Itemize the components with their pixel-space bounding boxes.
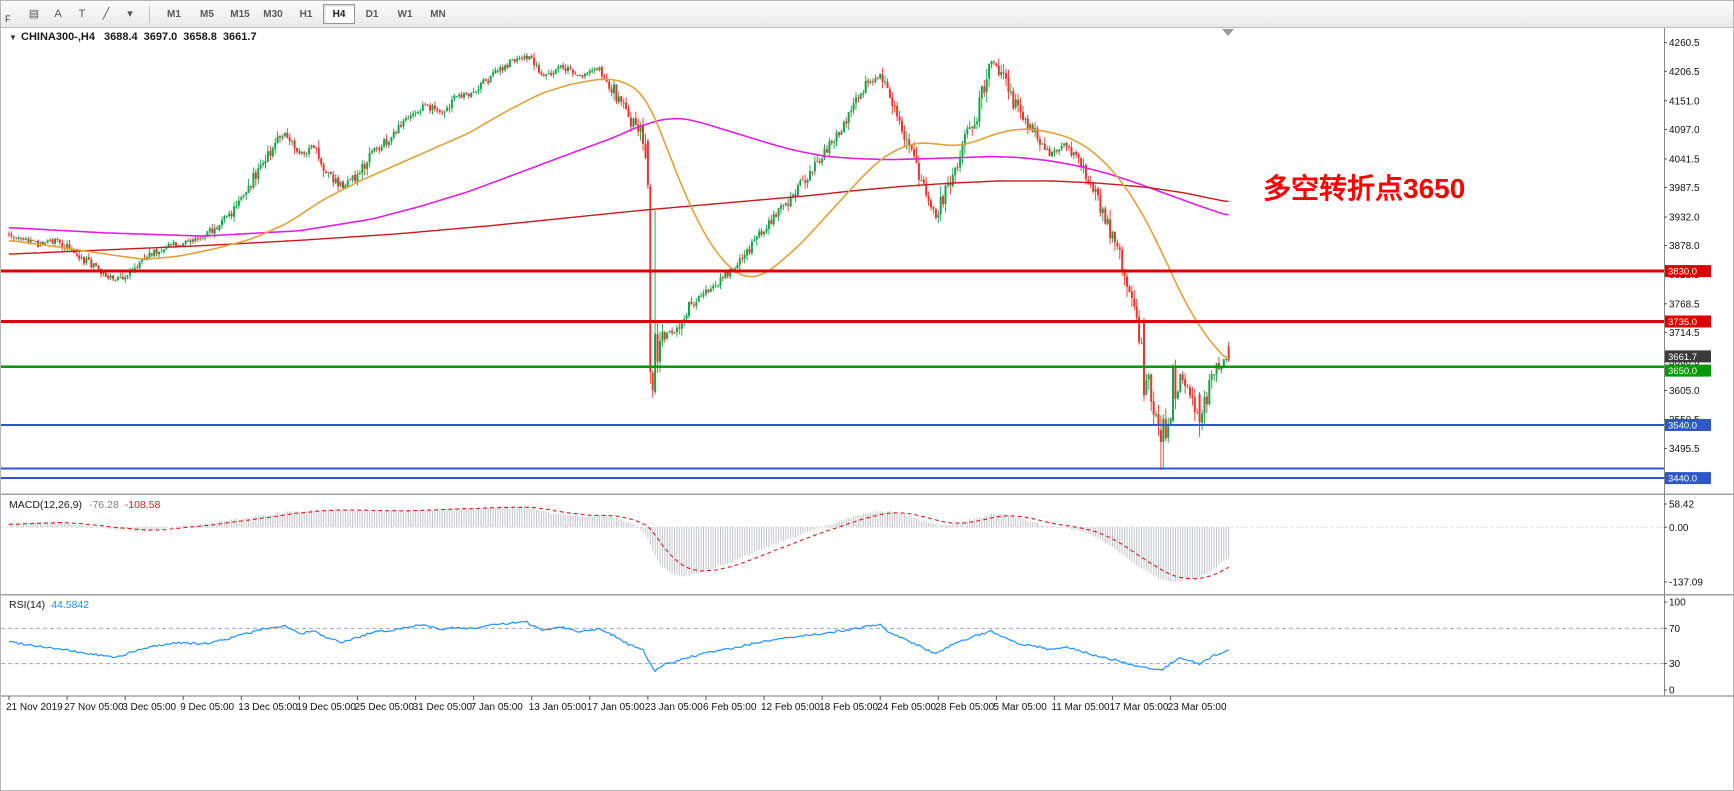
- objects-dropdown-button[interactable]: ▾: [119, 4, 141, 24]
- toolbar: ▤ A T ╱ ▾ M1 M5 M15 M30 H1 H4 D1 W1 MN: [1, 1, 1733, 28]
- ma-fast-orange: [8, 78, 1230, 359]
- svg-text:58.42: 58.42: [1669, 500, 1694, 511]
- annotation-text: 多空转折点3650: [1263, 172, 1465, 204]
- svg-text:3987.5: 3987.5: [1669, 183, 1700, 194]
- toolbar-separator: [149, 5, 150, 23]
- text-label-tool-icon: A: [54, 7, 62, 20]
- objects-dropdown-icon: ▾: [127, 7, 133, 20]
- chart-window-icon: ▤: [28, 7, 40, 20]
- moving-averages: [8, 78, 1230, 359]
- trendline-tool-icon: ╱: [102, 7, 110, 20]
- svg-text:25 Dec 05:00: 25 Dec 05:00: [355, 702, 415, 713]
- window-menu-icon[interactable]: ▼: [9, 33, 17, 42]
- svg-text:4260.5: 4260.5: [1669, 38, 1700, 49]
- timeframe-mn-button[interactable]: MN: [430, 8, 446, 20]
- timeframe-m5-button[interactable]: M5: [200, 8, 214, 20]
- svg-text:13 Jan 05:00: 13 Jan 05:00: [529, 702, 587, 713]
- svg-text:3735.0: 3735.0: [1668, 317, 1697, 328]
- ma-slow-magenta: [9, 117, 1229, 237]
- svg-text:30: 30: [1669, 659, 1681, 670]
- horizontal-lines[interactable]: [1, 269, 1664, 480]
- rsi-label: RSI(14) 44.5842: [9, 599, 89, 611]
- svg-text:-137.09: -137.09: [1669, 578, 1703, 589]
- chart-title: CHINA300-,H4 3688.4 3697.0 3658.8 3661.7: [21, 31, 257, 43]
- macd-panel[interactable]: 58.42 0.00 -137.09: [1, 500, 1703, 589]
- svg-text:4151.0: 4151.0: [1669, 96, 1700, 107]
- svg-text:4206.5: 4206.5: [1669, 67, 1700, 78]
- rsi-panel[interactable]: 100 70 30 0: [1, 598, 1686, 697]
- svg-text:3932.0: 3932.0: [1669, 213, 1700, 224]
- price-axis-badges: 3830.0 3735.0 3650.0 3540.0 3440.0 3661.7: [1665, 265, 1711, 485]
- timeframes-group: M1 M5 M15 M30 H1 H4 D1 W1 MN: [158, 4, 454, 24]
- svg-text:3605.0: 3605.0: [1669, 386, 1700, 397]
- svg-text:0.00: 0.00: [1669, 523, 1689, 534]
- svg-text:23 Mar 05:00: 23 Mar 05:00: [1168, 702, 1227, 713]
- svg-text:3714.5: 3714.5: [1669, 328, 1700, 339]
- svg-text:27 Nov 05:00: 27 Nov 05:00: [64, 702, 124, 713]
- svg-text:4097.0: 4097.0: [1669, 125, 1700, 136]
- timeframe-w1-button[interactable]: W1: [397, 8, 413, 20]
- price-axis-labels[interactable]: 4260.5 4206.5 4151.0 4097.0 4041.5 3987.5 3932…: [1664, 38, 1700, 484]
- svg-text:3495.5: 3495.5: [1669, 444, 1700, 455]
- svg-text:4041.5: 4041.5: [1669, 154, 1700, 165]
- f-label: F: [5, 14, 11, 24]
- timeframe-h4-button[interactable]: H4: [323, 4, 355, 24]
- timeframe-m30-button[interactable]: M30: [263, 8, 283, 20]
- timeframe-m15-button[interactable]: M15: [230, 8, 250, 20]
- svg-text:5 Mar 05:00: 5 Mar 05:00: [993, 702, 1047, 713]
- svg-text:3661.7: 3661.7: [1668, 352, 1697, 363]
- svg-text:17 Jan 05:00: 17 Jan 05:00: [587, 702, 645, 713]
- svg-text:21 Nov 2019: 21 Nov 2019: [6, 702, 63, 713]
- chart-area[interactable]: 4260.5 4206.5 4151.0 4097.0 4041.5 3987.5 3932…: [1, 27, 1734, 717]
- timeframe-h1-button[interactable]: H1: [299, 8, 313, 20]
- svg-text:3440.0: 3440.0: [1668, 474, 1697, 485]
- timeframe-m1-button[interactable]: M1: [167, 8, 181, 20]
- svg-text:70: 70: [1669, 624, 1681, 635]
- text-cursor-tool-button[interactable]: T: [71, 4, 93, 24]
- tools-group: ▤ A T ╱ ▾: [23, 4, 141, 24]
- svg-text:13 Dec 05:00: 13 Dec 05:00: [238, 702, 298, 713]
- svg-text:3830.0: 3830.0: [1668, 267, 1697, 278]
- svg-text:9 Dec 05:00: 9 Dec 05:00: [180, 702, 234, 713]
- timeframe-d1-button[interactable]: D1: [365, 8, 379, 20]
- svg-text:11 Mar 05:00: 11 Mar 05:00: [1051, 702, 1110, 713]
- chart-window-button[interactable]: ▤: [23, 4, 45, 24]
- svg-text:31 Dec 05:00: 31 Dec 05:00: [413, 702, 473, 713]
- trendline-tool-button[interactable]: ╱: [95, 4, 117, 24]
- candlestick-series: [8, 52, 1230, 471]
- svg-text:19 Dec 05:00: 19 Dec 05:00: [296, 702, 356, 713]
- svg-text:3540.0: 3540.0: [1668, 421, 1697, 432]
- svg-text:24 Feb 05:00: 24 Feb 05:00: [877, 702, 936, 713]
- svg-text:0: 0: [1669, 686, 1675, 697]
- chart-shift-marker[interactable]: [1222, 29, 1234, 36]
- text-cursor-tool-icon: T: [78, 7, 86, 20]
- svg-text:3878.0: 3878.0: [1669, 241, 1700, 252]
- svg-text:100: 100: [1669, 598, 1686, 609]
- macd-label: MACD(12,26,9) -76.28 -108.58: [9, 499, 161, 511]
- panel-separators: [1, 27, 1733, 697]
- svg-text:3768.5: 3768.5: [1669, 299, 1700, 310]
- svg-text:17 Mar 05:00: 17 Mar 05:00: [1110, 702, 1169, 713]
- svg-text:6 Feb 05:00: 6 Feb 05:00: [703, 702, 757, 713]
- macd-signal-line: [9, 506, 1229, 580]
- svg-text:7 Jan 05:00: 7 Jan 05:00: [471, 702, 524, 713]
- svg-text:3 Dec 05:00: 3 Dec 05:00: [122, 702, 176, 713]
- svg-text:23 Jan 05:00: 23 Jan 05:00: [645, 702, 703, 713]
- svg-text:18 Feb 05:00: 18 Feb 05:00: [819, 702, 878, 713]
- macd-histogram: [8, 505, 1230, 582]
- chart-canvas[interactable]: 4260.5 4206.5 4151.0 4097.0 4041.5 3987.5 3932…: [1, 27, 1734, 717]
- ma-slower-red: [8, 180, 1229, 255]
- svg-text:12 Feb 05:00: 12 Feb 05:00: [761, 702, 820, 713]
- text-label-tool-button[interactable]: A: [47, 4, 69, 24]
- rsi-line: [8, 620, 1229, 673]
- svg-text:28 Feb 05:00: 28 Feb 05:00: [935, 702, 994, 713]
- svg-text:3650.0: 3650.0: [1668, 366, 1697, 377]
- date-axis[interactable]: 21 Nov 2019 27 Nov 05:003 Dec 05:00 9 Dec …: [6, 696, 1227, 713]
